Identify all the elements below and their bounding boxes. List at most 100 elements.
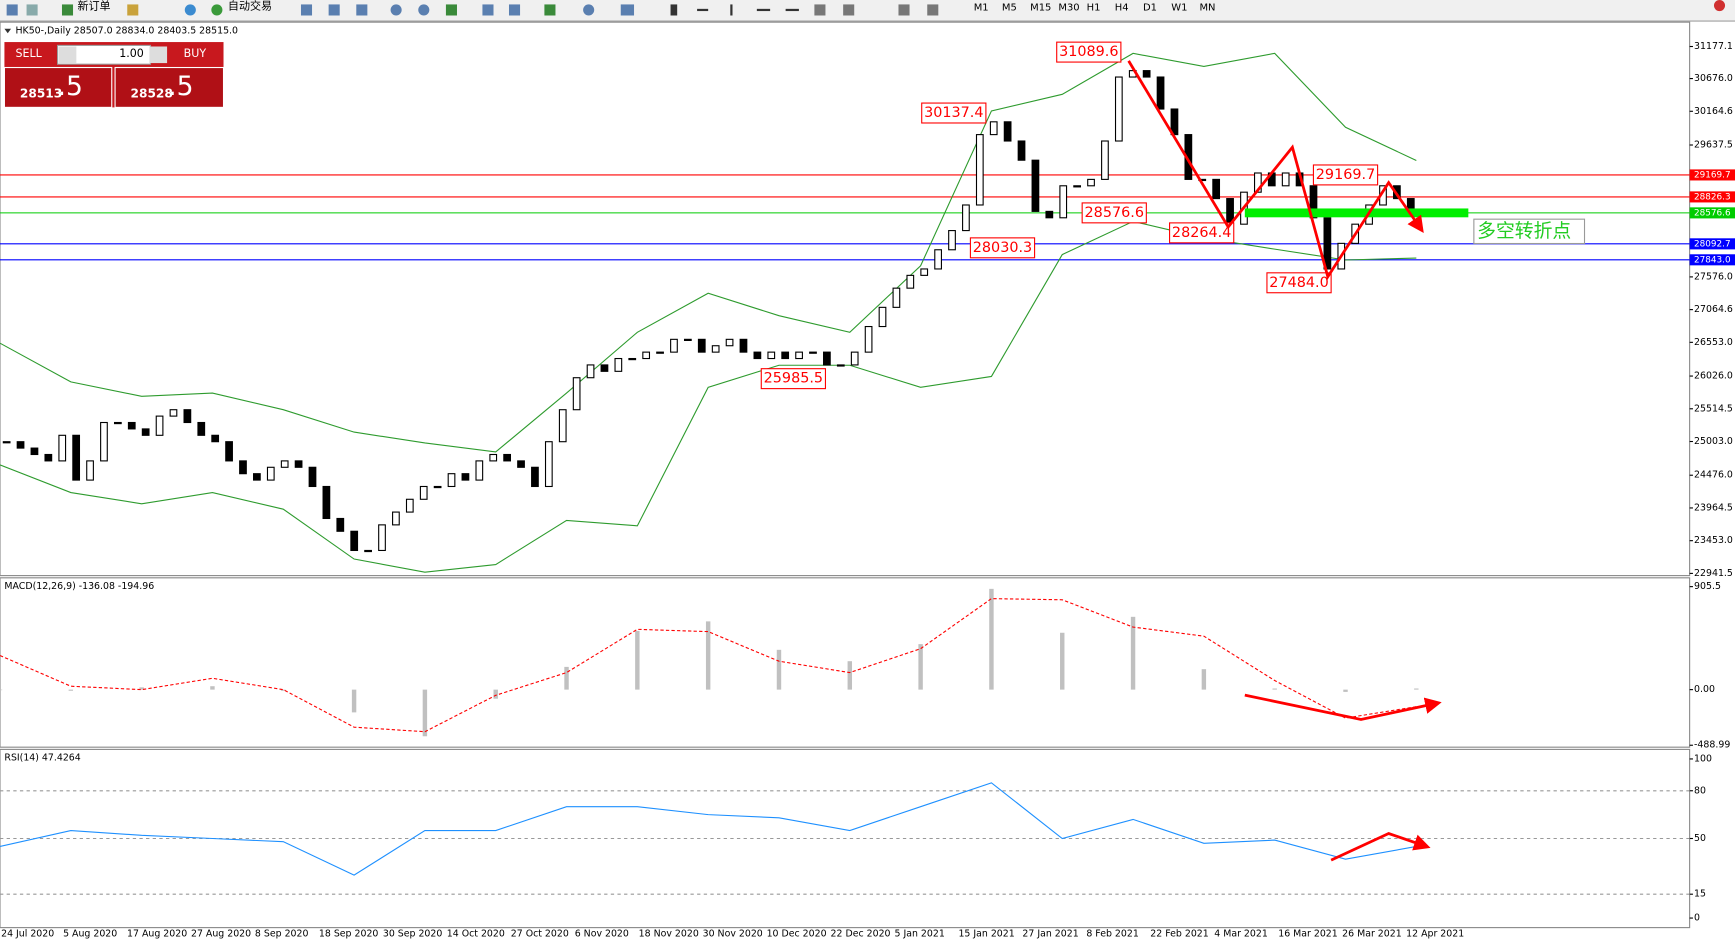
- candle: [1045, 210, 1054, 219]
- candle: [1073, 185, 1082, 188]
- candle: [1087, 178, 1095, 187]
- candle: [558, 409, 567, 443]
- lot-size[interactable]: 1.00: [119, 47, 144, 60]
- date-label: 24 Jul 2020: [1, 929, 54, 940]
- macd-bar: [1130, 616, 1136, 690]
- candle: [670, 338, 678, 353]
- candle: [934, 249, 942, 270]
- macd-bar: [1343, 689, 1348, 692]
- y-tick-label: 25514.5: [1694, 403, 1733, 414]
- macd-bar: [0, 689, 3, 691]
- candle: [892, 287, 901, 308]
- drawn-arrows: [1127, 60, 1442, 862]
- macd-bar: [705, 621, 711, 690]
- macd-bar: [139, 687, 144, 690]
- y-tick-label: 0: [1694, 913, 1700, 924]
- candle: [809, 351, 817, 354]
- timeframe-button[interactable]: M5: [1002, 3, 1017, 14]
- timeframe-button[interactable]: W1: [1171, 3, 1187, 14]
- candle: [336, 517, 345, 532]
- date-label: 8 Sep 2020: [255, 929, 309, 940]
- y-tick-label: 30164.6: [1694, 106, 1733, 117]
- date-label: 18 Sep 2020: [319, 929, 379, 940]
- candle: [1003, 121, 1012, 142]
- panel-title: MACD(12,26,9) -136.08 -194.96: [4, 581, 154, 592]
- y-tick-label: 50: [1694, 833, 1706, 844]
- timeframe-button[interactable]: M30: [1058, 3, 1079, 14]
- macd-bar: [1060, 632, 1065, 690]
- annotation-box: [921, 102, 987, 124]
- candle: [475, 460, 484, 481]
- date-label: 22 Feb 2021: [1150, 929, 1208, 940]
- candle: [378, 524, 386, 552]
- candle: [572, 377, 581, 411]
- chart-icon: [4, 28, 12, 34]
- auto-trade-button[interactable]: 自动交易: [228, 0, 272, 13]
- price-level-tag: [1689, 191, 1735, 203]
- candle: [697, 338, 706, 353]
- annotation-box: [1312, 164, 1379, 186]
- candle: [920, 268, 929, 276]
- annotation-label: 31089.6: [1059, 44, 1118, 60]
- candle: [503, 453, 512, 462]
- candle: [989, 121, 998, 136]
- candle: [16, 441, 25, 449]
- timeframe-button[interactable]: H4: [1115, 3, 1129, 14]
- y-tick-label: 26553.0: [1694, 337, 1733, 348]
- toolbar-icons: [6, 0, 1726, 16]
- candle: [350, 530, 359, 552]
- buy-button[interactable]: BUY: [184, 47, 207, 60]
- timeframe-button[interactable]: M15: [1030, 3, 1051, 14]
- annotation-label: 28576.6: [1085, 205, 1144, 221]
- y-tick-label: 905.5: [1694, 581, 1721, 592]
- candle: [489, 453, 498, 462]
- annotation-label: 28264.4: [1172, 225, 1231, 241]
- candle: [531, 466, 539, 488]
- note-box: [1473, 218, 1586, 245]
- candle: [517, 460, 525, 468]
- panel-title: RSI(14) 47.4264: [4, 753, 80, 764]
- y-tick-label: 15: [1694, 889, 1706, 900]
- candle: [600, 364, 609, 372]
- candle: [628, 357, 637, 361]
- candle: [781, 351, 790, 360]
- y-tick-label: 23453.0: [1694, 535, 1733, 546]
- candle: [2, 441, 11, 444]
- buy-price-frac: .5: [168, 71, 193, 102]
- new-order-button[interactable]: 新订单: [77, 0, 110, 13]
- candle: [975, 134, 984, 206]
- date-label: 30 Sep 2020: [383, 929, 443, 940]
- timeframe-button[interactable]: MN: [1199, 3, 1215, 14]
- macd-bar: [1414, 688, 1419, 690]
- sell-button[interactable]: SELL: [15, 47, 42, 60]
- candle: [169, 409, 178, 417]
- date-label: 30 Nov 2020: [703, 929, 763, 940]
- candle: [1101, 140, 1109, 180]
- timeframe-button[interactable]: D1: [1143, 3, 1157, 14]
- date-label: 27 Oct 2020: [511, 929, 569, 940]
- candle: [823, 351, 831, 366]
- candle: [642, 351, 651, 360]
- timeframe-button[interactable]: M1: [974, 3, 989, 14]
- candle: [280, 460, 289, 468]
- timeframe-button[interactable]: H1: [1087, 3, 1101, 14]
- y-tick-label: 27576.0: [1694, 271, 1733, 282]
- note-label: 多空转折点: [1477, 220, 1571, 242]
- candle: [419, 485, 428, 500]
- candle: [30, 447, 39, 456]
- date-label: 22 Dec 2020: [831, 929, 891, 940]
- rsi-line: [0, 782, 1417, 876]
- candle: [44, 453, 53, 462]
- bollinger-band: [0, 52, 1417, 453]
- candle: [1142, 70, 1151, 78]
- candle: [127, 421, 136, 430]
- candle: [113, 421, 122, 425]
- candle: [392, 511, 400, 526]
- y-tick-label: 26026.0: [1694, 371, 1733, 382]
- macd-bar: [351, 689, 357, 713]
- macd-bar: [1201, 669, 1207, 690]
- candle: [225, 441, 233, 462]
- price-level-tag: [1689, 238, 1735, 250]
